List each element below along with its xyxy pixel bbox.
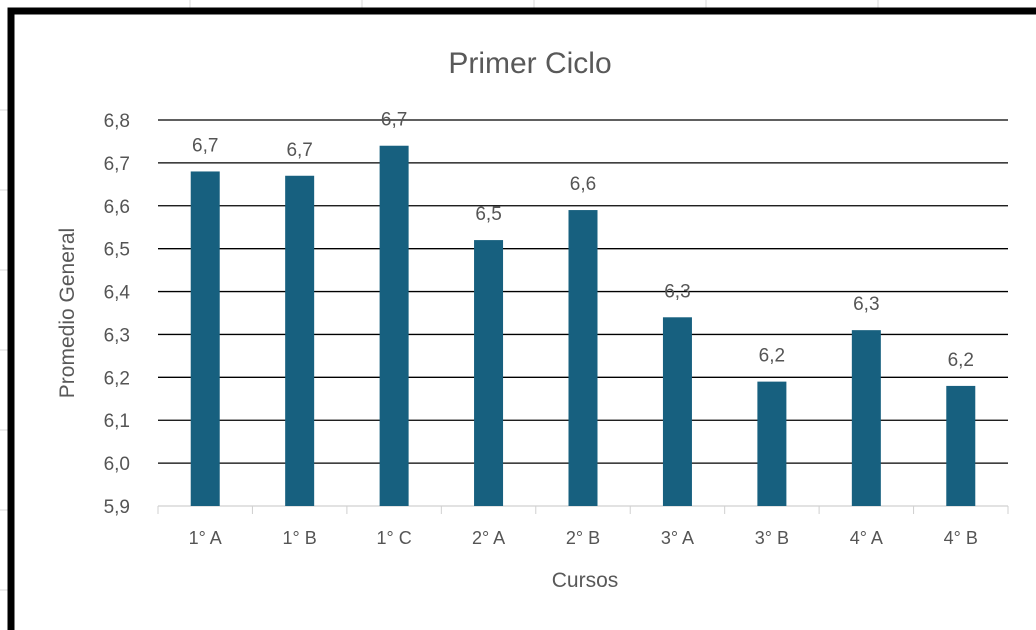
y-axis-ticks: 5,9 6,0 6,1 6,2 6,3 6,4 6,5 6,6 6,7 6,8 bbox=[104, 111, 131, 518]
bar[interactable] bbox=[474, 240, 504, 507]
y-tick-label: 6,6 bbox=[104, 197, 130, 218]
x-tick-label: 4° A bbox=[850, 528, 883, 548]
bar[interactable] bbox=[379, 145, 409, 506]
bar[interactable] bbox=[946, 385, 976, 506]
bar[interactable] bbox=[285, 175, 315, 506]
y-tick-label: 6,1 bbox=[104, 411, 130, 432]
y-tick-label: 6,5 bbox=[104, 240, 130, 261]
y-tick-label: 6,3 bbox=[104, 325, 130, 346]
data-label: 6,3 bbox=[853, 294, 879, 315]
x-tick-label: 1° C bbox=[377, 528, 412, 548]
data-label: 6,2 bbox=[759, 346, 785, 367]
y-tick-label: 6,8 bbox=[104, 111, 130, 132]
x-tick-label: 2° A bbox=[472, 528, 505, 548]
data-label: 6,2 bbox=[948, 350, 974, 371]
data-label: 6,5 bbox=[475, 204, 501, 225]
y-tick-label: 6,2 bbox=[104, 368, 130, 389]
x-tick-label: 4° B bbox=[944, 528, 978, 548]
y-tick-label: 5,9 bbox=[104, 497, 130, 518]
data-label: 6,7 bbox=[192, 135, 218, 156]
data-label: 6,6 bbox=[570, 174, 596, 195]
bar[interactable] bbox=[757, 381, 787, 506]
x-tick-label: 2° B bbox=[566, 528, 600, 548]
x-tick-label: 1° A bbox=[189, 528, 222, 548]
chart-title: Primer Ciclo bbox=[448, 47, 611, 80]
y-tick-label: 6,7 bbox=[104, 154, 130, 175]
data-label: 6,7 bbox=[381, 110, 407, 131]
data-label: 6,7 bbox=[286, 140, 312, 161]
x-axis-ticks: 1° A 1° B 1° C 2° A 2° B 3° A 3° B 4° A 4° B bbox=[157, 506, 1009, 548]
y-axis-title: Promedio General bbox=[56, 228, 79, 398]
x-axis-title: Cursos bbox=[552, 569, 619, 592]
bar[interactable] bbox=[662, 317, 692, 506]
bar[interactable] bbox=[851, 330, 881, 506]
x-tick-label: 1° B bbox=[283, 528, 317, 548]
bar[interactable] bbox=[190, 171, 220, 506]
chart-border[interactable] bbox=[7, 7, 1036, 630]
x-tick-label: 3° B bbox=[755, 528, 789, 548]
bar[interactable] bbox=[568, 210, 598, 507]
y-tick-label: 6,4 bbox=[104, 283, 131, 304]
data-labels: 6,7 6,7 6,7 6,5 6,6 6,3 6,2 6,3 6,2 bbox=[192, 110, 974, 371]
data-label: 6,3 bbox=[664, 281, 690, 302]
x-tick-label: 3° A bbox=[661, 528, 694, 548]
bars bbox=[190, 145, 976, 507]
y-tick-label: 6,0 bbox=[104, 454, 130, 475]
